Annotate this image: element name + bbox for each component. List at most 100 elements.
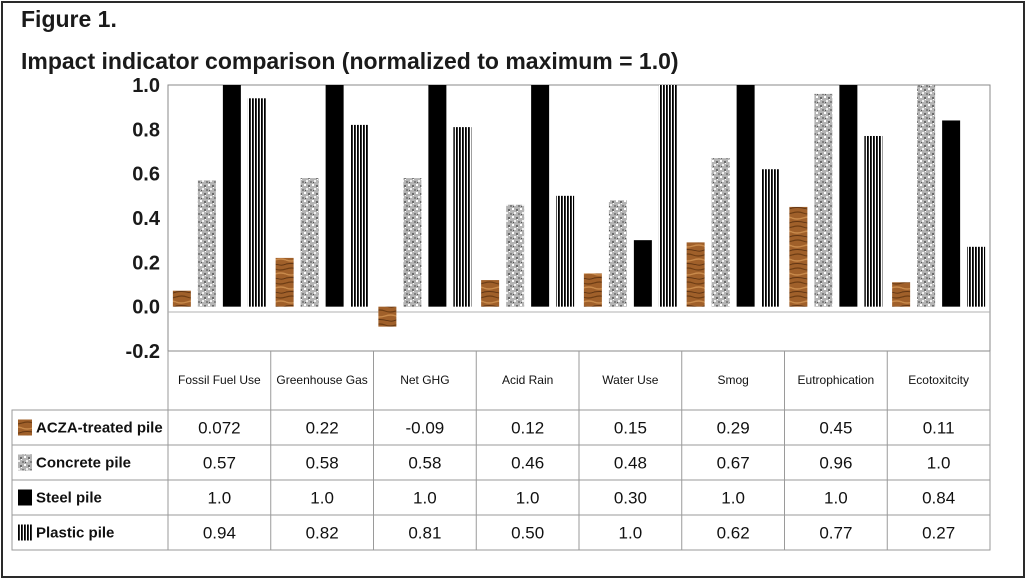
category-label: Net GHG — [400, 373, 449, 387]
bar-concrete-pile-smog — [711, 158, 730, 307]
bar-plastic-pile-eutrophication — [864, 135, 883, 307]
data-cell: -0.09 — [406, 419, 445, 438]
category-label: Smog — [717, 373, 748, 387]
data-table-rows: ACZA-treated pile 0.072 0.22 -0.09 0.12 0.15 0… — [18, 419, 955, 543]
data-cell: 0.22 — [306, 419, 339, 438]
bar-plastic-pile-acid-rain — [556, 195, 575, 307]
data-cell: 0.46 — [511, 454, 544, 473]
data-cell: 0.30 — [614, 489, 647, 508]
data-cell: 0.12 — [511, 419, 544, 438]
legend-swatch — [18, 489, 32, 506]
data-cell: 0.58 — [408, 454, 441, 473]
bar-steel-pile-smog — [736, 85, 755, 307]
data-cell: 0.57 — [203, 454, 236, 473]
legend-swatch — [18, 419, 32, 436]
bar-plastic-pile-greenhouse-gas — [350, 124, 369, 307]
bar-acza-treated-pile-smog — [686, 242, 705, 307]
bar-concrete-pile-eutrophication — [814, 93, 833, 307]
data-cell: 1.0 — [413, 489, 437, 508]
bar-steel-pile-fossil-fuel-use — [222, 85, 241, 307]
figure-label: Figure 1. — [21, 6, 117, 32]
data-cell: 0.77 — [819, 524, 852, 543]
bar-steel-pile-eutrophication — [839, 85, 858, 307]
bar-plastic-pile-smog — [761, 169, 780, 307]
data-table-grid — [11, 351, 991, 551]
category-label: Eutrophication — [798, 373, 875, 387]
bar-plastic-pile-fossil-fuel-use — [247, 98, 266, 307]
data-cell: 1.0 — [721, 489, 745, 508]
chart-title: Impact indicator comparison (normalized … — [21, 48, 679, 74]
category-labels: Fossil Fuel Use Greenhouse Gas Net GHG Acid… — [178, 373, 969, 387]
bar-plastic-pile-ecotoxitcity — [967, 246, 986, 307]
data-cell: 0.50 — [511, 524, 544, 543]
bar-acza-treated-pile-greenhouse-gas — [275, 257, 294, 307]
bar-concrete-pile-fossil-fuel-use — [197, 180, 216, 307]
y-tick-label: 0.0 — [132, 297, 160, 319]
bar-concrete-pile-net-ghg — [403, 178, 422, 307]
data-cell: 0.82 — [306, 524, 339, 543]
bar-plastic-pile-water-use — [658, 85, 677, 307]
table-row-plastic-pile: Plastic pile 0.94 0.82 0.81 0.50 1.0 0.62 0.77 0… — [18, 524, 955, 543]
category-label: Ecotoxitcity — [908, 373, 969, 387]
data-cell: 0.81 — [408, 524, 441, 543]
bar-acza-treated-pile-acid-rain — [481, 280, 500, 307]
bar-steel-pile-greenhouse-gas — [325, 85, 344, 307]
y-tick-label: 0.6 — [132, 164, 160, 186]
category-label: Water Use — [602, 373, 659, 387]
bar-concrete-pile-ecotoxitcity — [917, 85, 936, 307]
data-cell: 0.27 — [922, 524, 955, 543]
data-cell: 0.11 — [923, 419, 955, 438]
y-tick-label: 0.8 — [132, 119, 160, 141]
data-cell: 0.96 — [819, 454, 852, 473]
data-cell: 1.0 — [208, 489, 232, 508]
data-cell: 0.45 — [819, 419, 852, 438]
category-label: Greenhouse Gas — [276, 373, 367, 387]
y-tick-label: 0.2 — [132, 252, 160, 274]
table-row-acza-treated-pile: ACZA-treated pile 0.072 0.22 -0.09 0.12 0.15 0… — [18, 419, 955, 438]
bar-steel-pile-ecotoxitcity — [942, 120, 961, 307]
series-label: ACZA-treated pile — [36, 420, 163, 437]
bars — [172, 85, 986, 327]
data-cell: 1.0 — [619, 524, 643, 543]
data-cell: 0.48 — [614, 454, 647, 473]
table-row-steel-pile: Steel pile 1.0 1.0 1.0 1.0 0.30 1.0 1.0 0.84 — [18, 489, 955, 508]
legend-swatch — [18, 454, 32, 471]
bar-steel-pile-acid-rain — [531, 85, 550, 307]
data-cell: 1.0 — [310, 489, 334, 508]
category-dividers — [270, 351, 888, 550]
data-cell: 0.94 — [203, 524, 236, 543]
data-cell: 0.29 — [717, 419, 750, 438]
legend-swatch — [18, 524, 32, 541]
bar-acza-treated-pile-eutrophication — [789, 206, 808, 307]
bar-concrete-pile-water-use — [608, 200, 627, 307]
bar-acza-treated-pile-water-use — [583, 273, 602, 307]
series-label: Concrete pile — [36, 455, 131, 472]
category-label: Acid Rain — [502, 373, 553, 387]
bar-concrete-pile-acid-rain — [506, 204, 525, 307]
data-cell: 0.072 — [198, 419, 241, 438]
bar-acza-treated-pile-net-ghg — [378, 306, 397, 327]
bar-acza-treated-pile-ecotoxitcity — [892, 282, 911, 307]
data-cell: 1.0 — [927, 454, 951, 473]
data-cell: 1.0 — [516, 489, 540, 508]
data-cell: 0.67 — [717, 454, 750, 473]
y-tick-label: -0.2 — [126, 341, 160, 363]
bar-steel-pile-water-use — [633, 240, 652, 307]
y-tick-label: 1.0 — [132, 75, 160, 97]
y-axis-ticks: -0.2 0.0 0.2 0.4 0.6 0.8 1.0 — [126, 75, 161, 363]
series-label: Steel pile — [36, 490, 102, 507]
category-label: Fossil Fuel Use — [178, 373, 261, 387]
data-cell: 0.58 — [306, 454, 339, 473]
data-cell: 0.15 — [614, 419, 647, 438]
bar-steel-pile-net-ghg — [428, 85, 447, 307]
y-tick-label: 0.4 — [132, 208, 161, 230]
data-cell: 0.62 — [717, 524, 750, 543]
series-label: Plastic pile — [36, 525, 114, 542]
bar-concrete-pile-greenhouse-gas — [300, 178, 319, 307]
table-row-concrete-pile: Concrete pile 0.57 0.58 0.58 0.46 0.48 0.67 0.9… — [18, 454, 950, 473]
bar-plastic-pile-net-ghg — [453, 127, 472, 307]
data-cell: 0.84 — [922, 489, 955, 508]
data-cell: 1.0 — [824, 489, 848, 508]
bar-acza-treated-pile-fossil-fuel-use — [172, 290, 191, 307]
